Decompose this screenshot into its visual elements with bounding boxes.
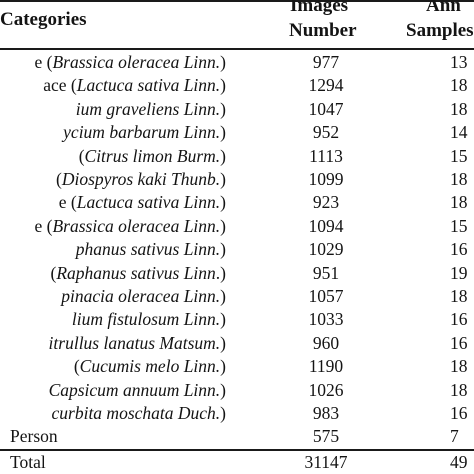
annotation-samples-cell: 15	[450, 145, 468, 166]
category-cell: curbita moschata Duch.)	[51, 403, 227, 423]
table-row: (Raphanus sativus Linn.) 951 19	[0, 262, 474, 284]
annotation-samples-cell: 18	[450, 192, 468, 213]
category-cell: e (Brassica oleracea Linn.)	[34, 52, 226, 72]
images-number-cell: 1190	[308, 356, 344, 377]
table-row: itrullus lanatus Matsum.) 960 16	[0, 332, 474, 354]
total-images-number: 31147	[304, 452, 348, 472]
annotation-samples-cell: 15	[450, 215, 468, 236]
images-number-cell: 951	[312, 262, 340, 283]
category-cell: pinacia oleracea Linn.)	[61, 286, 226, 306]
category-cell: phanus sativus Linn.)	[75, 239, 226, 260]
images-number-cell: 977	[312, 52, 340, 72]
table-row: ycium barbarum Linn.) 952 14	[0, 121, 474, 143]
images-number-cell: 1057	[308, 286, 344, 306]
images-number-cell: 1026	[308, 379, 344, 400]
images-number-cell: 1094	[308, 215, 344, 236]
category-cell: (Diospyros kaki Thunb.)	[56, 169, 226, 189]
category-cell: e (Lactuca sativa Linn.)	[58, 192, 226, 213]
annotation-samples-cell: 7	[450, 426, 459, 447]
category-cell: Person	[10, 426, 58, 447]
header-categories: Categories	[0, 9, 87, 30]
table-row: lium fistulosum Linn.) 1033 16	[0, 308, 474, 330]
images-number-cell: 923	[312, 192, 340, 213]
annotation-samples-cell: 18	[450, 169, 468, 189]
annotation-samples-cell: 18	[450, 75, 468, 96]
table-row: ium graveliens Linn.) 1047 18	[0, 98, 474, 120]
total-rule	[0, 449, 474, 451]
header-annotation-line2: Samples	[406, 20, 474, 41]
total-label: Total	[10, 452, 46, 472]
images-number-cell: 1294	[308, 75, 344, 96]
category-cell: ycium barbarum Linn.)	[63, 122, 226, 143]
total-annotation-samples: 49	[450, 452, 468, 472]
annotation-samples-cell: 13	[450, 52, 468, 72]
category-cell: lium fistulosum Linn.)	[71, 309, 226, 330]
header-images-line1: Images	[290, 0, 349, 16]
images-number-cell: 1099	[308, 169, 344, 189]
category-cell: e (Brassica oleracea Linn.)	[34, 215, 226, 236]
table-row: pinacia oleracea Linn.) 1057 18	[0, 285, 474, 307]
annotation-samples-cell: 18	[450, 98, 468, 119]
table-row: ace (Lactuca sativa Linn.) 1294 18	[0, 74, 474, 96]
category-cell: ace (Lactuca sativa Linn.)	[43, 75, 226, 96]
table-row: (Citrus limon Burm.) 1113 15	[0, 145, 474, 167]
images-number-cell: 952	[312, 122, 340, 143]
category-cell: (Citrus limon Burm.)	[78, 145, 226, 166]
annotation-samples-cell: 16	[450, 403, 468, 423]
top-rule	[0, 0, 474, 2]
total-row: Total 31147 49	[0, 451, 474, 473]
header-images-line2: Number	[289, 20, 357, 41]
table-row: Capsicum annuum Linn.) 1026 18	[0, 379, 474, 401]
images-number-cell: 1047	[308, 98, 344, 119]
annotation-samples-cell: 16	[450, 332, 468, 353]
table-row: curbita moschata Duch.) 983 16	[0, 402, 474, 424]
table-row: Person 575 7	[0, 425, 474, 447]
images-number-cell: 1113	[309, 145, 343, 166]
category-cell: ium graveliens Linn.)	[75, 98, 226, 119]
annotation-samples-cell: 18	[450, 356, 468, 377]
category-cell: (Raphanus sativus Linn.)	[50, 262, 227, 283]
annotation-samples-cell: 14	[450, 122, 468, 143]
table-row: (Cucumis melo Linn.) 1190 18	[0, 355, 474, 377]
annotation-samples-cell: 18	[450, 286, 468, 306]
table-row: e (Brassica oleracea Linn.) 977 13	[0, 51, 474, 73]
category-cell: Capsicum annuum Linn.)	[48, 379, 226, 400]
images-number-cell: 1033	[308, 309, 344, 330]
annotation-samples-cell: 19	[450, 262, 468, 283]
annotation-samples-cell: 16	[450, 239, 468, 260]
annotation-samples-cell: 16	[450, 309, 468, 330]
images-number-cell: 1029	[308, 239, 344, 260]
table-row: (Diospyros kaki Thunb.) 1099 18	[0, 168, 474, 190]
annotation-samples-cell: 18	[450, 379, 468, 400]
table-row: e (Lactuca sativa Linn.) 923 18	[0, 191, 474, 213]
category-cell: itrullus lanatus Matsum.)	[48, 332, 226, 353]
category-cell: (Cucumis melo Linn.)	[73, 356, 226, 377]
images-number-cell: 575	[312, 426, 340, 447]
table-row: e (Brassica oleracea Linn.) 1094 15	[0, 215, 474, 237]
header-rule	[0, 48, 474, 50]
table-row: phanus sativus Linn.) 1029 16	[0, 238, 474, 260]
header-annotation-line1: Ann	[426, 0, 461, 16]
images-number-cell: 960	[312, 332, 340, 353]
images-number-cell: 983	[312, 403, 340, 423]
